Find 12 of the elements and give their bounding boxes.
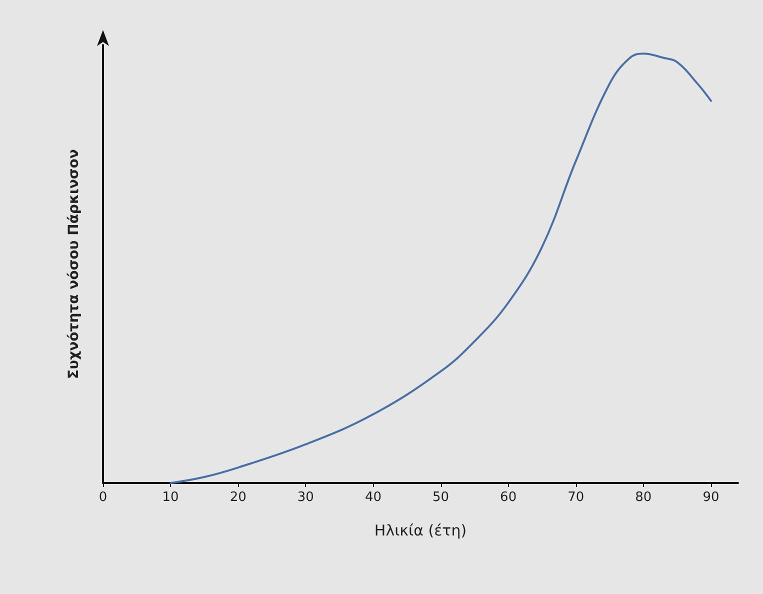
x-tick-label: 70	[568, 490, 584, 505]
x-axis-title: Ηλικία (έτη)	[374, 522, 467, 540]
x-tick-label: 10	[162, 490, 179, 505]
x-tick-label: 90	[702, 490, 720, 505]
x-tick-label: 60	[500, 490, 517, 505]
x-tick-label: 20	[230, 490, 246, 505]
x-tick-label: 0	[98, 490, 108, 505]
y-axis-title: Συχνότητα νόσου Πάρκινσον	[66, 149, 82, 379]
x-tick-label: 30	[297, 490, 314, 505]
x-tick-label: 40	[364, 490, 382, 505]
x-tick-label: 50	[432, 490, 450, 505]
x-tick-label: 80	[635, 490, 652, 505]
